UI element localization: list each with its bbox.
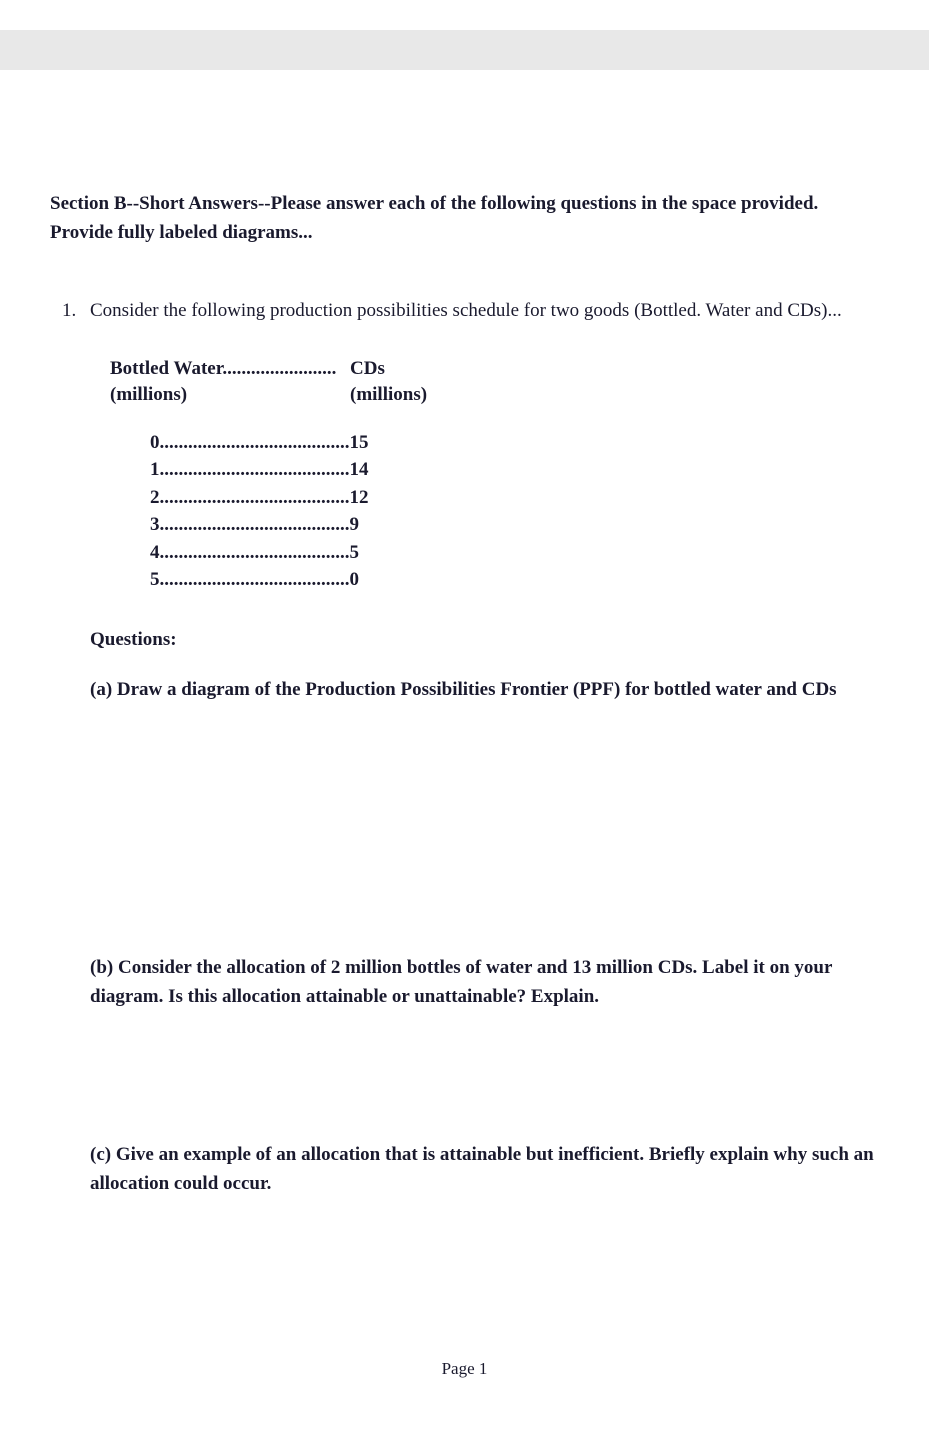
- section-header: Section B--Short Answers--Please answer …: [50, 190, 879, 247]
- top-banner: [0, 30, 929, 70]
- answer-space-b: [90, 1011, 879, 1141]
- table-subheader-row: (millions)(millions): [110, 382, 879, 409]
- table-header-row: Bottled Water........................CDs: [110, 356, 879, 383]
- ppf-table: Bottled Water........................CDs…: [90, 356, 879, 594]
- table-row: 3.......................................…: [150, 511, 879, 539]
- answer-space-a: [90, 704, 879, 954]
- col1-header: Bottled Water........................: [110, 356, 350, 383]
- question-1: 1.Consider the following production poss…: [50, 297, 879, 1198]
- page-footer: Page 1: [0, 1359, 929, 1379]
- table-row: 0.......................................…: [150, 429, 879, 457]
- sub-question-a: (a) Draw a diagram of the Production Pos…: [90, 676, 879, 705]
- data-rows: 0.......................................…: [110, 429, 879, 594]
- sub-question-b: (b) Consider the allocation of 2 million…: [90, 954, 879, 1011]
- table-row: 5.......................................…: [150, 566, 879, 594]
- question-intro-text: Consider the following production possib…: [90, 300, 842, 321]
- table-row: 4.......................................…: [150, 539, 879, 567]
- questions-label: Questions:: [90, 629, 879, 651]
- table-row: 1.......................................…: [150, 456, 879, 484]
- question-number: 1.: [62, 297, 90, 326]
- sub-question-c: (c) Give an example of an allocation tha…: [90, 1141, 879, 1198]
- page-content: Section B--Short Answers--Please answer …: [0, 70, 929, 1198]
- col2-header: CDs: [350, 356, 385, 383]
- question-intro: 1.Consider the following production poss…: [90, 297, 879, 326]
- table-row: 2.......................................…: [150, 484, 879, 512]
- col1-subheader: (millions): [110, 382, 350, 409]
- col2-subheader: (millions): [350, 382, 427, 409]
